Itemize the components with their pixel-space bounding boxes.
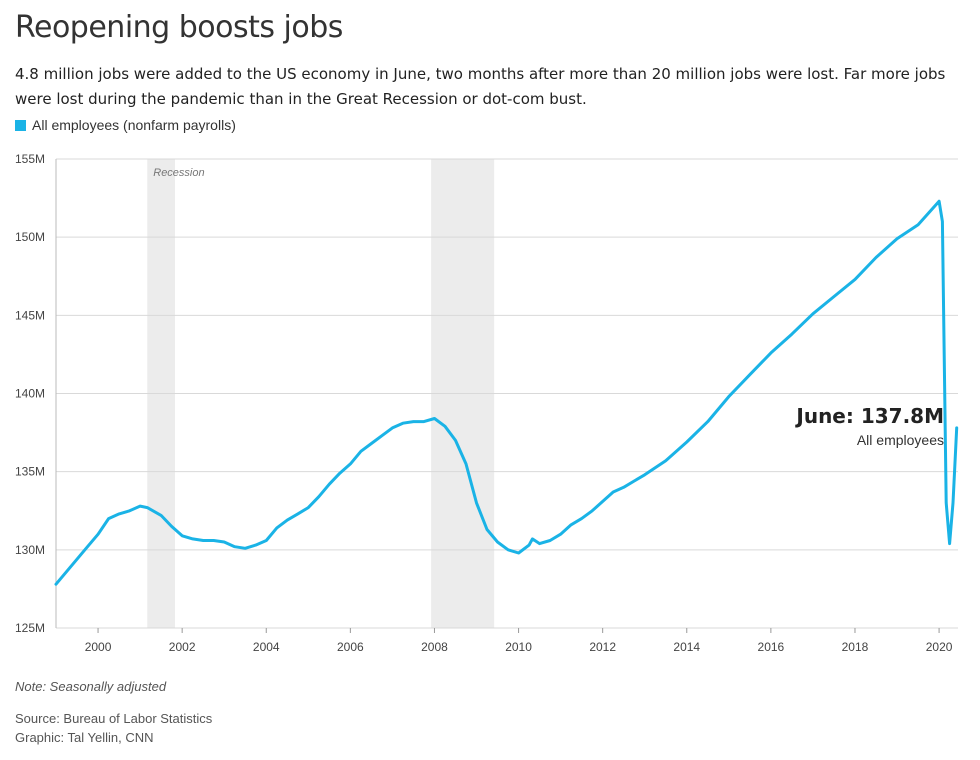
x-axis: 2000 2002 2004 2006 2008 2010 2012 2014 2016 2018… [85, 628, 953, 654]
annotation-label: June: 137.8M [794, 404, 944, 428]
y-tick-label: 140M [15, 387, 45, 401]
y-axis: 155M 150M 145M 140M 135M 130M 125M [15, 152, 57, 635]
chart-note: Note: Seasonally adjusted [15, 679, 167, 694]
x-tick-label: 2016 [758, 640, 785, 654]
x-tick-label: 2014 [673, 640, 700, 654]
annotation-sublabel: All employees [857, 432, 944, 448]
y-tick-label: 125M [15, 621, 45, 635]
x-tick-label: 2006 [337, 640, 364, 654]
y-tick-label: 135M [15, 465, 45, 479]
chart-subtitle: 4.8 million jobs were added to the US ec… [15, 65, 946, 108]
legend-label: All employees (nonfarm payrolls) [32, 117, 236, 133]
legend: All employees (nonfarm payrolls) [15, 117, 236, 133]
x-tick-label: 2000 [85, 640, 112, 654]
x-tick-label: 2004 [253, 640, 280, 654]
series [54, 199, 959, 586]
chart-credit: Graphic: Tal Yellin, CNN [15, 730, 154, 745]
x-tick-label: 2010 [505, 640, 532, 654]
y-tick-label: 150M [15, 230, 45, 244]
y-tick-label: 145M [15, 308, 45, 322]
x-tick-label: 2008 [421, 640, 448, 654]
annotations: June: 137.8M All employees [794, 404, 944, 448]
legend-swatch [15, 119, 26, 131]
gridlines [56, 158, 958, 629]
x-tick-label: 2018 [842, 640, 869, 654]
y-tick-label: 155M [15, 152, 45, 166]
x-tick-label: 2002 [169, 640, 196, 654]
chart-title: Reopening boosts jobs [15, 10, 343, 45]
chart-source: Source: Bureau of Labor Statistics [15, 711, 213, 726]
series-line [54, 199, 959, 586]
y-tick-label: 130M [15, 543, 45, 557]
x-tick-label: 2012 [589, 640, 616, 654]
recession-label: Recession [153, 167, 204, 179]
line-chart: Recession 155M 150M 145M 140M 135M 130M 125M 2… [15, 152, 959, 654]
x-tick-label: 2020 [926, 640, 953, 654]
